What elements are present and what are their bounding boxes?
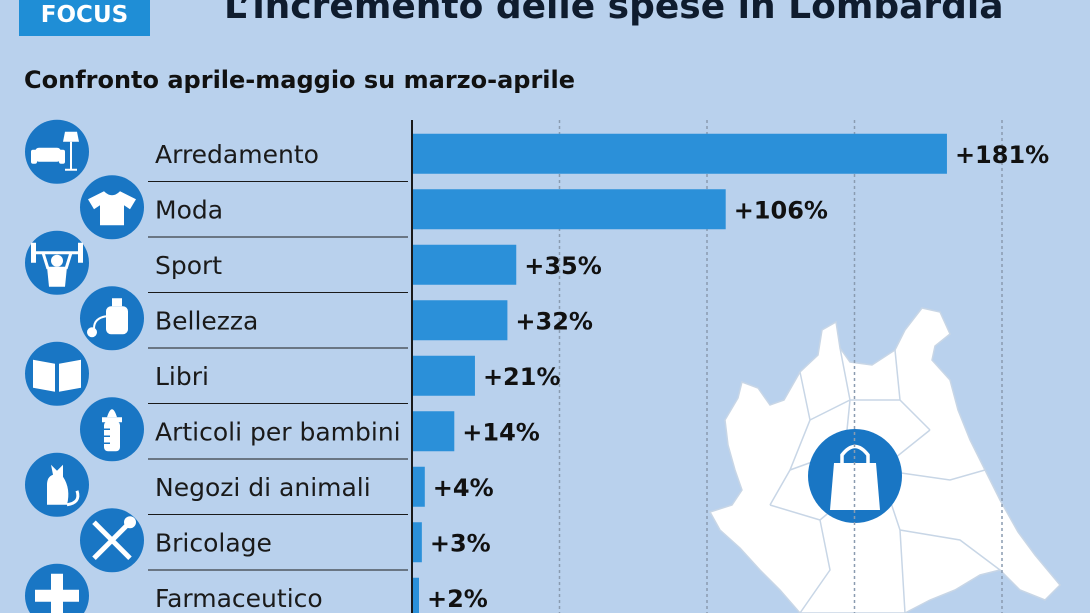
category-label: Articoli per bambini <box>155 417 401 446</box>
bar <box>413 577 419 613</box>
bar <box>413 522 422 563</box>
category-label: Libri <box>155 362 209 391</box>
focus-badge: FOCUS <box>19 0 150 36</box>
value-label: +106% <box>734 196 828 224</box>
bar <box>413 300 508 341</box>
chart-subtitle: Confronto aprile-maggio su marzo-aprile <box>24 66 576 94</box>
value-label: +35% <box>524 252 602 280</box>
book-icon <box>25 341 89 406</box>
category-label: Bellezza <box>155 306 258 335</box>
bar <box>413 466 425 507</box>
value-label: +2% <box>427 585 488 613</box>
category-label: Bricolage <box>155 528 272 557</box>
category-label: Negozi di animali <box>155 473 371 502</box>
bar <box>413 411 455 452</box>
chart-title: L’incremento delle spese in Lombardia <box>224 0 1004 27</box>
value-label: +181% <box>955 141 1049 169</box>
category-label: Farmaceutico <box>155 584 323 613</box>
bar <box>413 189 726 230</box>
value-label: +21% <box>483 363 561 391</box>
value-label: +14% <box>462 418 540 446</box>
tshirt-icon <box>80 175 144 240</box>
perfume-icon <box>80 286 144 351</box>
bar <box>413 244 517 285</box>
sofa-lamp-icon <box>25 119 89 184</box>
weightlifter-icon <box>25 230 89 295</box>
category-label: Sport <box>155 251 222 280</box>
category-label: Arredamento <box>155 140 319 169</box>
value-label: +32% <box>515 307 593 335</box>
value-label: +4% <box>433 474 494 502</box>
tools-icon <box>80 508 144 573</box>
category-label: Moda <box>155 195 223 224</box>
value-label: +3% <box>430 529 491 557</box>
baby-bottle-icon <box>80 397 144 462</box>
bar <box>413 355 475 396</box>
bar <box>413 133 947 174</box>
pharmacy-cross-icon <box>25 563 89 613</box>
cat-icon <box>25 452 89 517</box>
